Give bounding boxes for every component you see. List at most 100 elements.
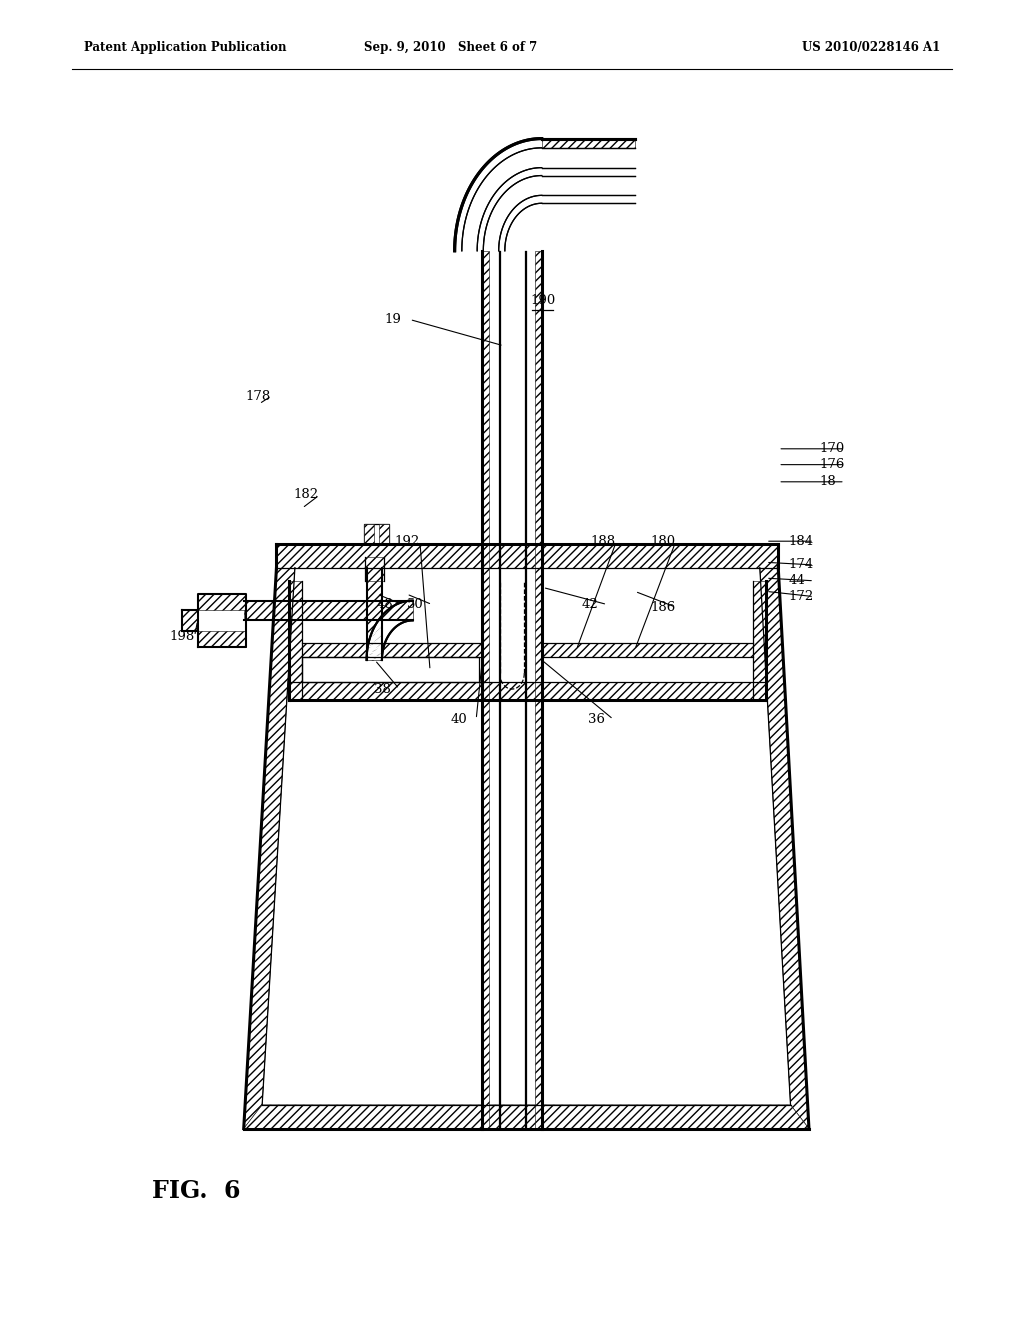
Polygon shape [507, 148, 511, 157]
Polygon shape [402, 602, 407, 622]
Polygon shape [472, 182, 478, 190]
Polygon shape [500, 150, 505, 160]
Polygon shape [462, 203, 469, 209]
Polygon shape [380, 618, 391, 632]
Polygon shape [455, 244, 462, 247]
Polygon shape [412, 601, 413, 620]
Polygon shape [410, 601, 412, 620]
Polygon shape [381, 616, 392, 631]
Text: 18: 18 [819, 475, 836, 488]
Polygon shape [539, 139, 540, 148]
Polygon shape [524, 140, 527, 150]
Polygon shape [377, 622, 389, 635]
Polygon shape [407, 601, 410, 620]
Polygon shape [468, 190, 475, 197]
Polygon shape [503, 149, 508, 158]
Polygon shape [467, 191, 474, 198]
Polygon shape [367, 652, 382, 656]
Bar [542, 139, 635, 148]
Polygon shape [480, 169, 487, 177]
Text: 188: 188 [591, 535, 616, 548]
Polygon shape [376, 623, 389, 636]
Polygon shape [498, 153, 502, 162]
Polygon shape [459, 215, 466, 220]
Text: FIG.  6: FIG. 6 [152, 1179, 240, 1203]
Polygon shape [395, 605, 402, 623]
Polygon shape [516, 143, 520, 152]
Polygon shape [368, 643, 383, 649]
Polygon shape [534, 139, 536, 148]
Text: 176: 176 [819, 458, 845, 471]
Polygon shape [455, 242, 462, 244]
Polygon shape [459, 214, 466, 219]
Polygon shape [493, 157, 498, 165]
Polygon shape [466, 194, 473, 199]
Polygon shape [455, 248, 462, 251]
Polygon shape [535, 139, 537, 148]
Text: 36: 36 [588, 713, 605, 726]
Polygon shape [476, 176, 482, 183]
Bar [482, 251, 489, 1129]
Polygon shape [456, 235, 463, 239]
Polygon shape [469, 187, 475, 194]
Text: 172: 172 [788, 590, 814, 603]
Polygon shape [474, 180, 480, 186]
Polygon shape [371, 632, 385, 643]
Polygon shape [519, 141, 523, 152]
Polygon shape [368, 645, 383, 651]
Polygon shape [455, 240, 462, 243]
Bar [302, 643, 482, 657]
Polygon shape [458, 220, 465, 224]
Polygon shape [406, 601, 409, 620]
Bar [364, 524, 374, 544]
Polygon shape [456, 228, 464, 232]
Polygon shape [510, 145, 514, 156]
Polygon shape [385, 611, 395, 628]
Polygon shape [458, 218, 465, 223]
Text: 50: 50 [407, 598, 423, 611]
Polygon shape [368, 648, 383, 653]
Polygon shape [461, 207, 468, 213]
Polygon shape [367, 656, 382, 659]
Polygon shape [479, 170, 485, 178]
Polygon shape [391, 606, 399, 624]
Polygon shape [399, 602, 404, 622]
Polygon shape [387, 610, 396, 627]
Bar [182, 610, 198, 631]
Polygon shape [511, 145, 515, 154]
Polygon shape [396, 603, 403, 623]
Polygon shape [460, 211, 467, 216]
Polygon shape [389, 609, 397, 626]
Polygon shape [464, 199, 471, 206]
Polygon shape [492, 158, 497, 166]
Polygon shape [523, 141, 526, 150]
Bar [753, 581, 766, 700]
Polygon shape [383, 614, 393, 630]
Bar [289, 581, 302, 700]
Polygon shape [401, 602, 406, 622]
Bar [289, 682, 766, 700]
Polygon shape [496, 154, 501, 164]
Polygon shape [403, 602, 408, 622]
Text: 190: 190 [530, 294, 555, 308]
Text: 174: 174 [788, 558, 814, 572]
Polygon shape [505, 148, 509, 157]
Bar [198, 594, 246, 610]
Polygon shape [526, 140, 529, 149]
Polygon shape [375, 624, 388, 638]
Polygon shape [465, 195, 472, 202]
Polygon shape [540, 139, 542, 148]
Polygon shape [371, 634, 385, 644]
Polygon shape [378, 620, 390, 635]
Polygon shape [495, 156, 500, 165]
Text: 198: 198 [169, 630, 195, 643]
Polygon shape [456, 234, 463, 236]
Polygon shape [482, 168, 488, 176]
Polygon shape [457, 224, 464, 228]
Polygon shape [531, 139, 534, 149]
Polygon shape [760, 568, 809, 1129]
Bar [535, 251, 542, 1129]
Polygon shape [369, 642, 384, 648]
Text: 186: 186 [650, 601, 676, 614]
Polygon shape [368, 647, 383, 652]
